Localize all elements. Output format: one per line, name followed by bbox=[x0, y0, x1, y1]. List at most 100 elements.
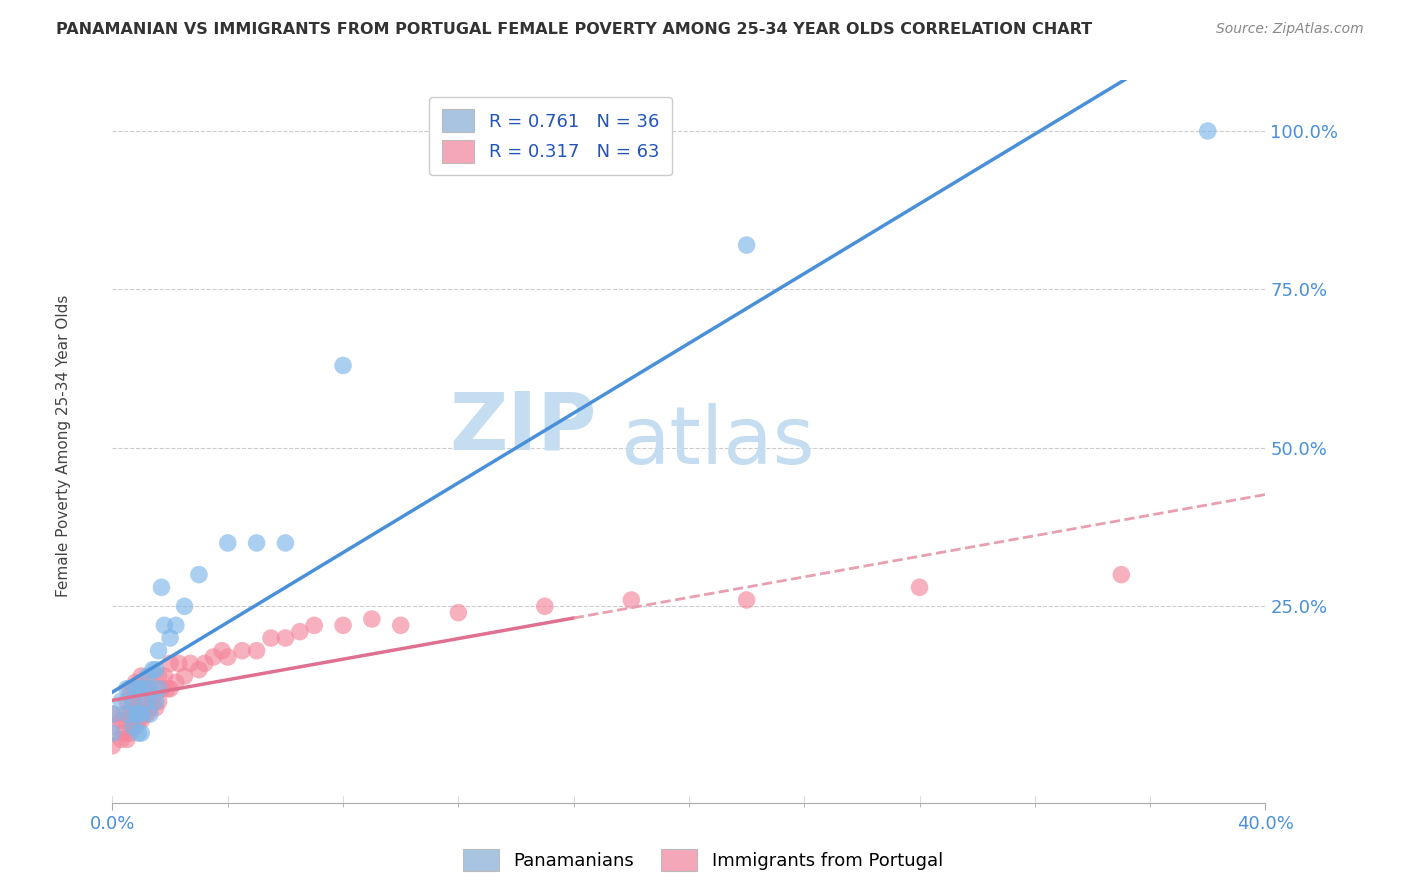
Point bbox=[1111, 567, 1133, 582]
Point bbox=[110, 714, 132, 728]
Point bbox=[124, 720, 146, 734]
Point bbox=[179, 657, 201, 671]
Point bbox=[124, 675, 146, 690]
Point bbox=[129, 707, 153, 722]
Point bbox=[246, 643, 269, 657]
Point bbox=[156, 681, 179, 696]
Point bbox=[129, 681, 153, 696]
Point bbox=[217, 650, 239, 665]
Point bbox=[159, 657, 181, 671]
Point bbox=[288, 624, 311, 639]
Point bbox=[165, 618, 187, 632]
Point bbox=[447, 606, 470, 620]
Point bbox=[127, 714, 149, 728]
Point bbox=[620, 593, 643, 607]
Point bbox=[115, 694, 138, 708]
Point bbox=[127, 681, 149, 696]
Point bbox=[148, 643, 170, 657]
Point bbox=[145, 700, 167, 714]
Point bbox=[115, 714, 138, 728]
Point bbox=[148, 669, 170, 683]
Point bbox=[211, 643, 233, 657]
Point bbox=[136, 669, 159, 683]
Point bbox=[112, 726, 135, 740]
Point bbox=[101, 720, 124, 734]
Point bbox=[260, 631, 283, 645]
Point bbox=[231, 643, 253, 657]
Point bbox=[121, 700, 143, 714]
Point bbox=[110, 732, 132, 747]
Point bbox=[194, 657, 217, 671]
Point bbox=[136, 681, 159, 696]
Point bbox=[115, 681, 138, 696]
Point bbox=[136, 694, 159, 708]
Point bbox=[127, 707, 149, 722]
Point bbox=[188, 663, 211, 677]
Point bbox=[139, 681, 162, 696]
Point bbox=[110, 694, 132, 708]
Point bbox=[134, 681, 156, 696]
Point bbox=[101, 739, 124, 753]
Point bbox=[332, 618, 354, 632]
Point bbox=[145, 694, 167, 708]
Point bbox=[124, 700, 146, 714]
Point bbox=[118, 681, 141, 696]
Point bbox=[202, 650, 225, 665]
Point bbox=[101, 707, 124, 722]
Point bbox=[153, 618, 176, 632]
Legend: R = 0.761   N = 36, R = 0.317   N = 63: R = 0.761 N = 36, R = 0.317 N = 63 bbox=[429, 96, 672, 176]
Point bbox=[908, 580, 931, 594]
Point bbox=[118, 726, 141, 740]
Point bbox=[188, 567, 211, 582]
Point bbox=[246, 536, 269, 550]
Point bbox=[360, 612, 382, 626]
Point bbox=[139, 707, 162, 722]
Point bbox=[134, 707, 156, 722]
Point bbox=[150, 580, 173, 594]
Point bbox=[389, 618, 412, 632]
Point bbox=[534, 599, 557, 614]
Point bbox=[145, 663, 167, 677]
Point bbox=[127, 694, 149, 708]
Point bbox=[173, 669, 195, 683]
Point bbox=[136, 707, 159, 722]
Text: Female Poverty Among 25-34 Year Olds: Female Poverty Among 25-34 Year Olds bbox=[56, 295, 70, 597]
Point bbox=[139, 675, 162, 690]
Point bbox=[304, 618, 326, 632]
Text: PANAMANIAN VS IMMIGRANTS FROM PORTUGAL FEMALE POVERTY AMONG 25-34 YEAR OLDS CORR: PANAMANIAN VS IMMIGRANTS FROM PORTUGAL F… bbox=[56, 22, 1092, 37]
Point bbox=[112, 707, 135, 722]
Point bbox=[165, 675, 187, 690]
Text: ZIP: ZIP bbox=[450, 388, 596, 467]
Point bbox=[173, 599, 195, 614]
Point bbox=[167, 657, 190, 671]
Point bbox=[121, 681, 143, 696]
Point bbox=[274, 536, 297, 550]
Text: atlas: atlas bbox=[620, 402, 814, 481]
Point bbox=[159, 631, 181, 645]
Point bbox=[129, 726, 153, 740]
Point bbox=[142, 694, 165, 708]
Point bbox=[129, 694, 153, 708]
Point bbox=[101, 726, 124, 740]
Point bbox=[332, 359, 354, 373]
Point bbox=[129, 714, 153, 728]
Point bbox=[159, 681, 181, 696]
Text: Source: ZipAtlas.com: Source: ZipAtlas.com bbox=[1216, 22, 1364, 37]
Point bbox=[101, 707, 124, 722]
Point bbox=[1197, 124, 1219, 138]
Point bbox=[129, 669, 153, 683]
Point bbox=[142, 663, 165, 677]
Point bbox=[124, 707, 146, 722]
Point bbox=[139, 700, 162, 714]
Point bbox=[121, 694, 143, 708]
Point bbox=[118, 707, 141, 722]
Point bbox=[115, 707, 138, 722]
Point bbox=[148, 681, 170, 696]
Point bbox=[274, 631, 297, 645]
Point bbox=[153, 669, 176, 683]
Point bbox=[121, 720, 143, 734]
Point bbox=[148, 694, 170, 708]
Point bbox=[735, 238, 758, 252]
Point bbox=[121, 720, 143, 734]
Point bbox=[735, 593, 758, 607]
